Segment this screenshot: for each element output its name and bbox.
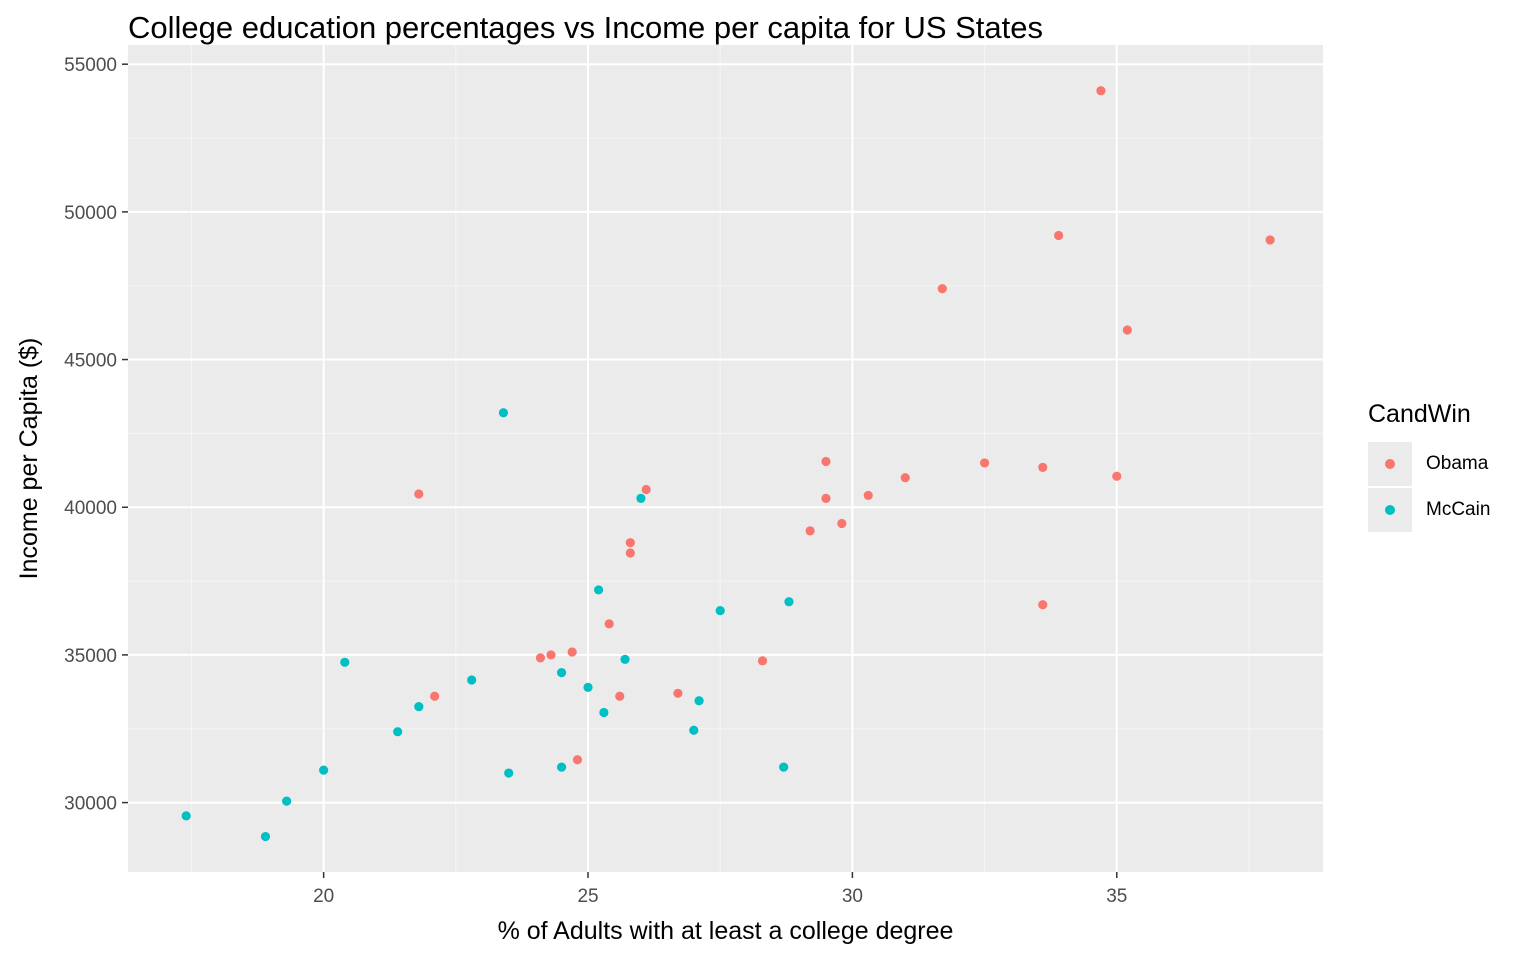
major-gridlines (128, 45, 1323, 872)
data-point-obama (567, 647, 577, 657)
data-point-mccain (414, 702, 424, 712)
data-point-obama (641, 484, 651, 495)
data-point-obama (805, 526, 815, 536)
data-point-mccain (340, 657, 350, 667)
data-point-mccain (779, 762, 789, 772)
legend-dot-mccain (1385, 505, 1395, 515)
y-tick-label: 40000 (64, 498, 117, 519)
data-point-obama (1112, 471, 1122, 481)
x-axis-title: % of Adults with at least a college degr… (498, 917, 954, 945)
data-point-mccain (715, 606, 725, 616)
data-point-obama (673, 688, 683, 698)
data-point-obama (900, 473, 910, 483)
data-point-obama (837, 518, 847, 529)
data-point-obama (615, 691, 625, 701)
data-point-obama (757, 656, 768, 666)
data-point-obama (535, 653, 546, 663)
data-point-mccain (282, 796, 292, 806)
x-tick-label: 25 (577, 886, 598, 907)
data-point-obama (1122, 325, 1132, 335)
data-point-mccain (689, 725, 699, 735)
chart-title: College education percentages vs Income … (128, 10, 1044, 45)
data-point-obama (863, 490, 873, 501)
data-point-obama (604, 619, 614, 629)
data-point-mccain (556, 762, 567, 772)
data-point-obama (1265, 235, 1275, 245)
data-point-obama (572, 755, 583, 765)
data-point-mccain (620, 654, 630, 664)
data-point-mccain (694, 696, 704, 706)
data-point-mccain (636, 493, 646, 503)
y-tick-label: 45000 (64, 351, 117, 372)
data-point-obama (1096, 86, 1106, 96)
legend-title: CandWin (1368, 400, 1471, 428)
x-axis: 20 25 30 35 (313, 872, 1127, 907)
data-point-obama (625, 538, 635, 548)
data-point-obama (625, 548, 635, 558)
data-point-mccain (593, 585, 604, 595)
data-point-mccain (467, 675, 477, 685)
data-point-mccain (784, 597, 794, 607)
legend-dot-obama (1385, 459, 1395, 469)
data-point-obama (1038, 462, 1048, 472)
data-point-mccain (583, 682, 593, 693)
data-point-mccain (260, 831, 271, 842)
y-tick-label: 55000 (64, 55, 117, 76)
legend-key-obama (1368, 442, 1412, 486)
data-point-mccain (319, 765, 329, 775)
legend-key-mccain (1368, 488, 1412, 532)
data-point-obama (821, 493, 831, 503)
data-point-mccain (504, 768, 514, 778)
x-tick-label: 35 (1106, 886, 1127, 907)
data-point-mccain (599, 707, 609, 718)
minor-gridlines (128, 45, 1323, 872)
data-point-obama (1038, 600, 1048, 610)
y-tick-label: 35000 (64, 646, 117, 667)
data-point-mccain (181, 811, 191, 821)
y-axis: 30000 35000 40000 45000 50000 55000 (64, 55, 128, 815)
data-point-obama (821, 456, 831, 467)
legend: CandWin Obama McCain (1368, 400, 1490, 533)
data-points (181, 86, 1275, 842)
legend-label-mccain: McCain (1426, 499, 1491, 520)
legend-item-mccain: McCain (1368, 487, 1490, 533)
data-point-mccain (498, 408, 509, 418)
y-axis-title: Income per Capita ($) (15, 338, 43, 580)
data-point-mccain (556, 668, 567, 678)
x-tick-label: 20 (313, 886, 334, 907)
data-point-mccain (393, 727, 403, 737)
y-tick-label: 50000 (64, 203, 117, 224)
data-point-obama (979, 458, 990, 468)
data-point-obama (546, 650, 556, 660)
legend-item-obama: Obama (1368, 441, 1490, 487)
data-point-obama (937, 284, 947, 294)
y-tick-label: 30000 (64, 794, 117, 815)
data-point-obama (430, 691, 440, 701)
plot-panel (128, 45, 1323, 872)
data-point-obama (414, 489, 424, 499)
data-point-obama (1054, 230, 1064, 241)
x-tick-label: 30 (842, 886, 863, 907)
legend-label-obama: Obama (1426, 453, 1489, 474)
